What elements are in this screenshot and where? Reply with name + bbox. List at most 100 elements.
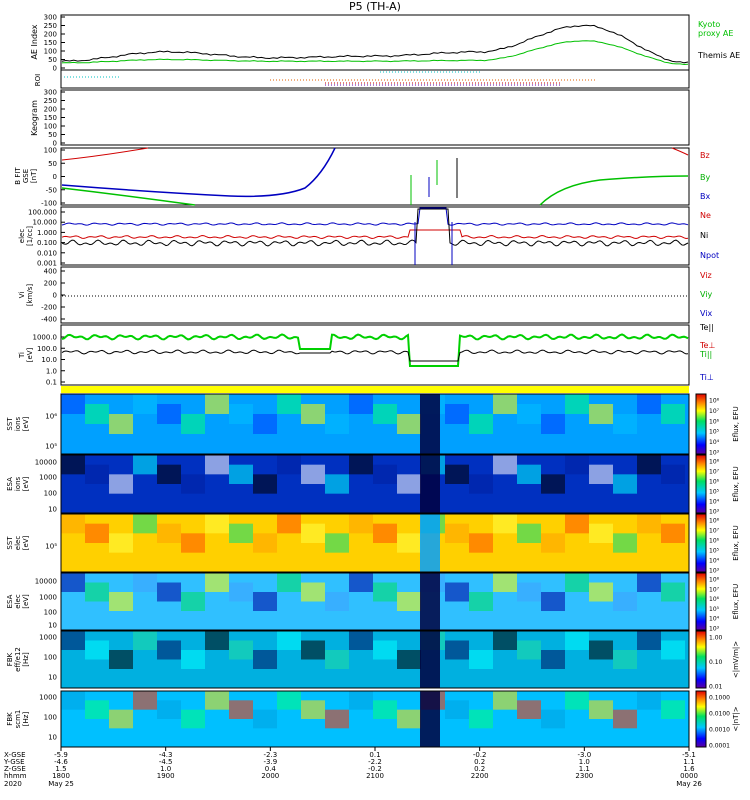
esa-elec-cell-24 [637,573,661,592]
xaxis-tick-y-5: 1.0 [579,758,590,766]
sst-elec-central-band [420,514,440,572]
fbk-bfield-cell-19 [517,700,541,719]
bfield-plot-frame [60,147,690,206]
fbk-bfield-colorbar-tick-3: 0.0001 [709,743,730,750]
velocity-tick-2: 0 [53,292,57,300]
sst-elec-cell-19 [517,523,541,543]
sst-elec-cell-16 [445,523,469,543]
velocity-legend-vix: Vix [700,309,713,318]
sst-ion-colorbar-tick-4: 10⁴ [709,439,720,446]
fbk-efield-cell-3 [133,631,157,650]
sst-elec-cell-4 [157,523,181,543]
xaxis-tick-t-5: 2300 [575,772,593,780]
sst-ion-ylabel-line-0: SST [6,417,14,431]
ae-legend-kyoto: Kyoto [698,20,720,29]
spectrogram-fbk-bfield: FBK scm1 [Hz] 1000 100 10 <|nT|>0.1000 0.0100 0.… [6,690,740,750]
sst-ion-frame [60,393,690,455]
spectrogram-esa-elec: ESA elec [eV] 10000 1000 100 10 Eflux, EFU 10⁸ 10… [6,572,740,633]
keogram-tick-4: 100 [44,123,57,131]
density-legend-npot: Npot [700,251,719,260]
esa-elec-colorbar-tick-1: 10⁷ [709,586,720,593]
fbk-bfield-colorbar-tick-0: 0.1000 [709,695,730,702]
temperature-plot-frame [60,324,690,386]
temperature-tick-3: 1.0 [46,367,57,375]
temperature-ylabel-line-0: Ti [18,352,26,359]
density-ni-line [61,208,689,247]
esa-elec-cell-13 [373,582,397,602]
bfield-ylabel-line-1: GSE [22,169,30,183]
esa-ion-cell-20 [541,474,565,494]
kyoto-ae-line [61,40,689,66]
sst-elec-colorbar-tick-5: 10³ [709,568,720,575]
velocity-tick-0: 400 [44,268,57,276]
sst-ion-cell-9 [277,394,301,414]
esa-elec-cell-6 [205,573,229,592]
fbk-bfield-colorbar-tick-1: 0.0100 [709,711,730,718]
fbk-bfield-cell-1 [85,700,109,719]
spectrogram-esa-ion: ESA ions [eV] 10000 1000 100 10 Eflux, EFU 10⁸ 10… [6,454,740,516]
density-panel: elec [1/cc] 100.000 10.000 1.000 0.100 0.010 0… [18,206,719,268]
bfield-legend-bz: Bz [700,151,710,160]
fbk-efield-cell-18 [493,631,517,650]
esa-elec-tick-3: 10 [48,622,57,630]
fbk-efield-ylabel-line-2: [Hz] [22,652,30,667]
sst-ion-cell-24 [637,394,661,414]
sst-ion-cell-11 [325,414,349,434]
sst-elec-colorbar-tick-4: 10⁴ [709,558,720,565]
fbk-bfield-colorbar-label: <|nT|> [732,706,740,731]
density-tick-1: 10.000 [33,219,58,227]
xaxis-row-label-0: X-GSE [4,751,26,759]
fbk-efield-cell-17 [469,650,493,669]
esa-elec-cell-18 [493,573,517,592]
esa-ion-cell-0 [61,455,85,475]
esa-elec-ylabel-line-2: [eV] [22,594,30,609]
sst-ion-cell-25 [661,404,685,424]
themis-ae-line [61,24,689,64]
bfield-legend-by: By [700,173,710,182]
esa-ion-cell-10 [301,464,325,484]
sst-ion-colorbar-tick-3: 10⁵ [709,429,720,436]
temperature-tick-1: 100.0 [37,345,57,353]
fbk-bfield-ylabel-line-1: scm1 [14,710,22,729]
density-tick-4: 0.010 [37,249,57,257]
sst-elec-cell-21 [565,514,589,534]
esa-elec-cell-23 [613,592,637,611]
sst-elec-colorbar [695,513,707,573]
xaxis-tick-y-6: 1.1 [683,758,694,766]
fbk-bfield-tick-2: 10 [48,734,57,742]
keogram-tick-3: 150 [44,114,57,122]
fbk-efield-frame [60,630,690,689]
sst-elec-tick-0: 10⁵ [45,543,57,551]
spectrogram-fbk-efield: FBK eff/e12 [Hz] 1000 100 10 <|mV/m|> 1.00 0.10 0… [6,630,740,691]
fbk-efield-colorbar-tick-2: 0.01 [709,684,723,691]
esa-ion-cell-24 [637,455,661,475]
sst-elec-colorbar-tick-3: 10⁵ [709,548,720,555]
fbk-bfield-tick-1: 100 [44,714,57,722]
density-legend-ni: Ni [700,231,708,240]
sst-ion-colorbar-tick-1: 10⁷ [709,408,720,415]
ae-tick-1: 250 [44,22,57,30]
esa-ion-frame [60,454,690,514]
temperature-tick-4: 0.1 [46,379,57,387]
esa-ion-cell-2 [109,474,133,494]
sst-ion-cell-14 [397,414,421,434]
sst-elec-cell-25 [661,523,685,543]
fbk-efield-tick-0: 1000 [39,634,57,642]
esa-elec-colorbar-tick-2: 10⁶ [709,596,720,603]
velocity-panel: Vi [km/s] 400 200 0 -200 -400 Viz Viy Vix [18,266,713,324]
esa-ion-cell-22 [589,464,613,484]
esa-elec-cell-0 [61,573,85,592]
fbk-efield-cell-23 [613,650,637,669]
esa-ion-cell-18 [493,455,517,475]
fbk-efield-cell-10 [301,640,325,660]
esa-elec-tick-0: 10000 [35,578,57,586]
bfield-bx-line [61,147,336,198]
density-ne-line [61,229,689,240]
sst-ion-tick-0: 10⁶ [45,413,57,421]
fbk-bfield-cell-11 [325,709,349,729]
sst-ion-cell-18 [493,394,517,414]
velocity-tick-1: 200 [44,280,57,288]
sst-ion-cell-8 [253,414,277,434]
fbk-efield-cell-21 [565,631,589,650]
sst-elec-cell-22 [589,523,613,543]
